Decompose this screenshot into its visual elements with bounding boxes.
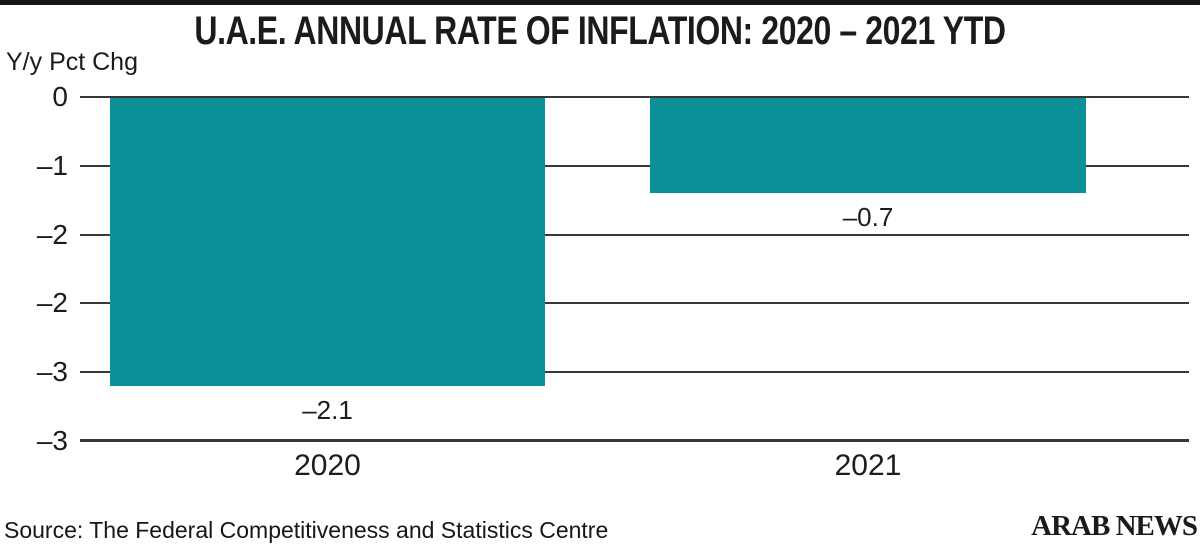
source-credit: Source: The Federal Competitiveness and … xyxy=(4,517,609,543)
gridline xyxy=(80,233,1189,236)
y-tick-label-2: –2 xyxy=(36,218,68,250)
x-axis-label-2020: 2020 xyxy=(294,449,361,482)
plot-area: –2.1 –0.7 xyxy=(80,96,1189,442)
x-axis: 2020 2021 xyxy=(80,449,1189,483)
top-border-rule xyxy=(0,0,1200,5)
x-axis-label-2021: 2021 xyxy=(834,449,902,482)
bar-2020: –2.1 xyxy=(110,97,545,425)
baseline-axis xyxy=(80,439,1189,442)
chart-title: U.A.E. ANNUAL RATE OF INFLATION: 2020 – … xyxy=(194,9,1006,53)
gridline-zero xyxy=(80,96,1189,98)
y-tick-label-3: –2 xyxy=(36,287,68,319)
arab-news-wordmark: ARAB NEWS xyxy=(1031,510,1198,542)
bar-value-label-2020: –2.1 xyxy=(302,394,353,425)
title-row: U.A.E. ANNUAL RATE OF INFLATION: 2020 – … xyxy=(0,9,1200,54)
bar-value-label-2021: –0.7 xyxy=(842,202,894,233)
y-axis: 0 –1 –2 –2 –3 –3 xyxy=(0,81,68,456)
gridline xyxy=(80,371,1189,374)
bar-2021: –0.7 xyxy=(650,97,1086,232)
y-tick-label-4: –3 xyxy=(36,356,68,388)
gridline xyxy=(80,164,1189,167)
y-axis-unit-label: Y/y Pct Chg xyxy=(6,48,138,76)
gridline xyxy=(80,302,1189,305)
y-tick-label-5: –3 xyxy=(36,425,68,456)
y-tick-label-1: –1 xyxy=(36,149,68,181)
y-tick-label-0: 0 xyxy=(52,81,68,112)
